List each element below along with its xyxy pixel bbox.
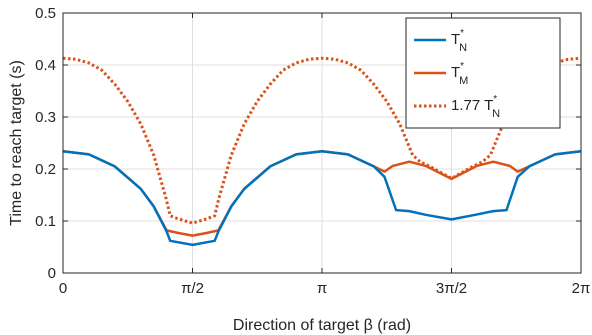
y-tick-label: 0.1 [35,213,56,230]
legend-entry: 1.77 T* N [451,94,500,120]
axis-ticks: 0 π/2 π 3π/2 2π 0 0.1 0.2 0.3 0.4 0.5 [35,5,590,297]
legend: T* NT* M1.77 T* N [405,17,561,129]
legend-label: T [451,31,460,48]
x-tick-label: 3π/2 [436,280,467,297]
x-tick-label: π/2 [181,280,204,297]
legend-subscript: N [459,42,467,54]
legend-subscript: N [492,108,500,120]
x-axis-label: Direction of target β (rad) [233,317,411,334]
legend-label: T [451,64,460,81]
y-tick-label: 0.3 [35,109,56,126]
legend-superscript: * [493,94,497,105]
y-axis-label: Time to reach target (s) [8,60,25,226]
legend-superscript: * [460,61,464,72]
series-layer [62,56,582,247]
x-tick-label: 2π [572,280,591,297]
y-tick-label: 0.4 [35,57,56,74]
y-tick-label: 0.5 [35,5,56,22]
legend-subscript: M [459,75,468,87]
legend-entry: T* M [451,61,468,87]
x-tick-label: 0 [59,280,67,297]
legend-label: 1.77 T [451,97,493,114]
x-tick-label: π [317,280,327,297]
y-tick-label: 0.2 [35,161,56,178]
series-line-0 [62,150,582,247]
y-tick-label: 0 [48,265,56,282]
series-line-2 [62,56,582,225]
legend-entry: T* N [451,28,467,54]
legend-superscript: * [460,28,464,39]
